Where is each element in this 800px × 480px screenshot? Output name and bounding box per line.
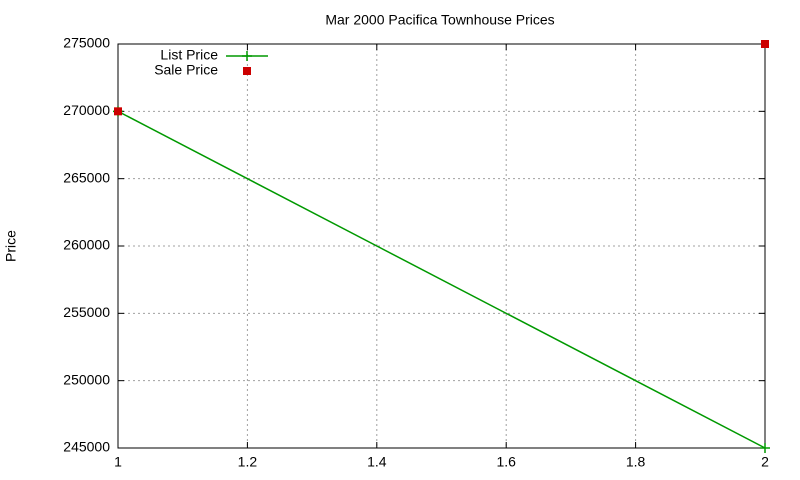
chart-title: Mar 2000 Pacifica Townhouse Prices [325,12,554,28]
legend-label: List Price [160,47,218,63]
legend-swatch [242,51,252,61]
y-tick-label: 275000 [63,35,110,51]
y-axis-label: Price [3,230,19,262]
y-tick-label: 265000 [63,169,110,185]
legend-label: Sale Price [154,62,218,78]
x-tick-label: 1.6 [496,454,516,470]
x-tick-label: 1.2 [238,454,258,470]
y-tick-label: 245000 [63,439,110,455]
point-marker [760,443,770,453]
legend-swatch [243,67,251,75]
y-tick-label: 270000 [63,102,110,118]
point-marker [761,40,769,48]
plot-border [117,43,766,449]
y-tick-label: 260000 [63,237,110,253]
x-tick-label: 1.8 [626,454,646,470]
y-tick-label: 250000 [63,371,110,387]
point-marker [114,107,122,116]
x-tick-label: 1.4 [367,454,387,470]
x-tick-label: 2 [761,454,769,470]
data-line [117,110,766,449]
x-tick-label: 1 [114,454,122,470]
y-tick-label: 255000 [63,304,110,320]
